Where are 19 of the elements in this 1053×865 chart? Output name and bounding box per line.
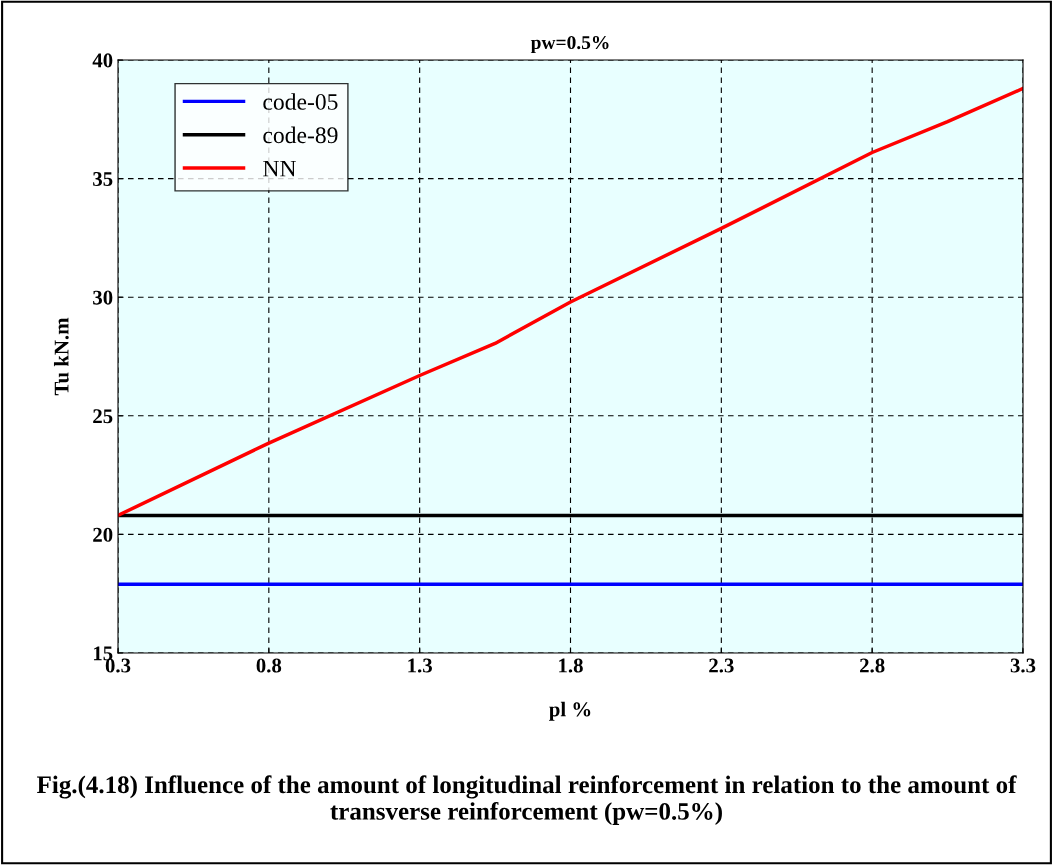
- y-axis-title: Tu kN.m: [53, 317, 69, 396]
- legend-label: code-05: [263, 93, 338, 110]
- y-tick-label: 30: [93, 290, 113, 305]
- legend-label: code-89: [263, 126, 338, 144]
- chart-title: pw=0.5%: [530, 35, 609, 54]
- x-tick-label: 3.3: [1010, 658, 1036, 673]
- x-tick-label: 2.3: [709, 658, 734, 673]
- legend-label: NN: [263, 160, 296, 177]
- x-tick-label: 1.8: [559, 658, 583, 673]
- y-tick-label: 20: [93, 527, 113, 542]
- x-tick-label: 0.8: [256, 658, 282, 673]
- y-tick-label: 25: [93, 409, 113, 424]
- line-series: [118, 86, 1023, 518]
- x-tick-label: 2.8: [860, 658, 885, 673]
- text: Fig.(4.18) Influence of the amount of longitudinal reinforcement in relation to the amount of transverse reinforcement (pw=0.5%): [37, 775, 1017, 825]
- x-axis-title: pl %: [549, 701, 591, 721]
- x-tick-label: 1.3: [408, 658, 432, 673]
- y-tick-label: 35: [93, 172, 113, 187]
- y-tick-label: 40: [92, 53, 113, 68]
